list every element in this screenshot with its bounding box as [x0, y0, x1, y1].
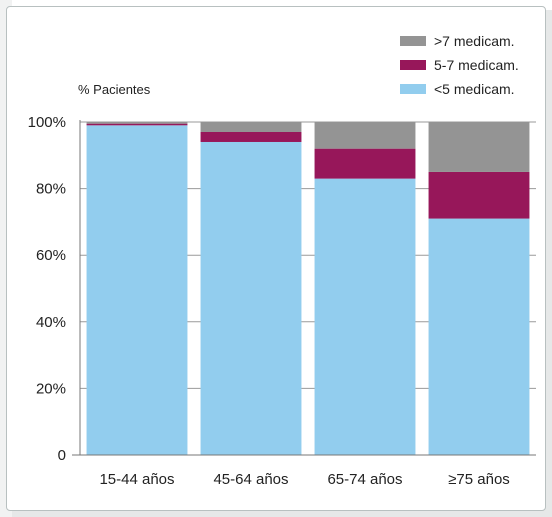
- legend-swatch: [400, 84, 426, 94]
- bar-5-7-medicam-segment: [200, 131, 302, 142]
- top-strip: [0, 0, 552, 10]
- bar-5-7-medicam-segment: [314, 148, 416, 179]
- x-category-label: ≥75 años: [448, 471, 510, 488]
- y-tick-label: 20%: [36, 380, 66, 397]
- bar-5-medicam-segment: [314, 178, 416, 456]
- y-axis-label: % Pacientes: [78, 82, 151, 97]
- x-category-label: 15-44 años: [99, 471, 174, 488]
- legend-label: 5-7 medicam.: [434, 57, 519, 73]
- bar-7-medicam-segment: [428, 122, 530, 172]
- x-category-label: 65-74 años: [327, 471, 402, 488]
- bar-5-medicam-segment: [428, 218, 530, 455]
- legend-label: <5 medicam.: [434, 81, 515, 97]
- bar-5-medicam-segment: [200, 141, 302, 456]
- axes: [72, 120, 536, 456]
- x-category-labels: 15-44 años 45-64 años 65-74 años ≥75 años: [99, 471, 509, 488]
- legend-label: >7 medicam.: [434, 33, 515, 49]
- y-tick-label: 0: [58, 447, 66, 464]
- bar-5-medicam-segment: [86, 125, 188, 455]
- x-category-label: 45-64 años: [213, 471, 288, 488]
- legend-swatch: [400, 60, 426, 70]
- y-tick-label: 100%: [28, 114, 66, 131]
- bar-7-medicam-segment: [200, 122, 302, 132]
- legend: >7 medicam. 5-7 medicam. <5 medicam.: [400, 33, 519, 97]
- y-tick-label: 80%: [36, 181, 66, 198]
- y-tick-label: 40%: [36, 314, 66, 331]
- bar-5-7-medicam-segment: [428, 171, 530, 219]
- legend-swatch: [400, 36, 426, 46]
- bar-7-medicam-segment: [86, 122, 188, 124]
- bar-5-7-medicam-segment: [86, 123, 188, 126]
- bars: [86, 122, 530, 456]
- y-tick-labels: 0 20% 40% 60% 80% 100%: [28, 114, 66, 464]
- y-tick-label: 60%: [36, 247, 66, 264]
- bar-7-medicam-segment: [314, 122, 416, 149]
